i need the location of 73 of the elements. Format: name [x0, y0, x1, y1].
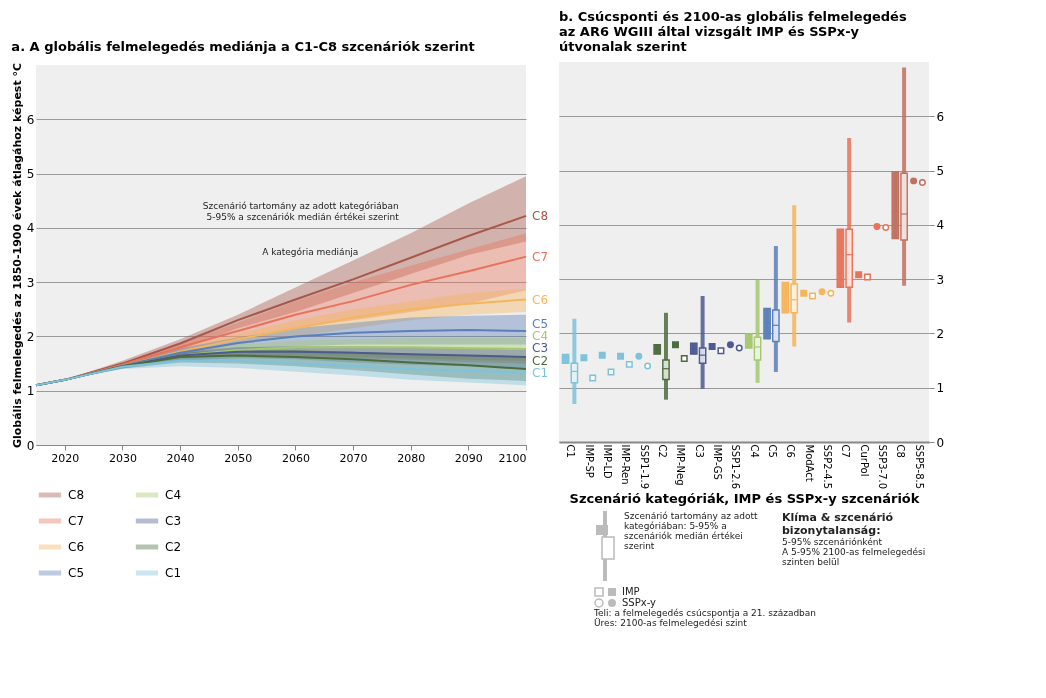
- legend-label: C2: [165, 540, 182, 554]
- legend-label: C1: [165, 566, 182, 580]
- y-axis-title: Globális felmelegedés az 1850-1900 évek átlagához képest °C: [10, 62, 24, 449]
- y2-tick-label: 3: [936, 272, 945, 287]
- y-tick-label: 1: [26, 384, 35, 399]
- text: 5-95% szcenáriónként: [782, 537, 884, 547]
- text: A 5-95% 2100-as felmelegedési szinten belül: [782, 547, 927, 567]
- x-tick-label: C8: [895, 444, 907, 458]
- legend-label: C8: [68, 488, 85, 502]
- x-tick-label: C6: [785, 444, 797, 458]
- x-tick-label: SSP1-1.9: [638, 444, 650, 490]
- x-tick-label: SSP1-2.6: [730, 444, 742, 490]
- x-tick-label: ModAct: [803, 444, 815, 482]
- x-tick-label: C3: [693, 444, 705, 458]
- annotation: A kategória mediánja: [262, 247, 359, 258]
- text: C3: [532, 341, 549, 356]
- text: SSPx-y: [622, 597, 656, 608]
- y-tick-label: 5: [26, 167, 35, 182]
- y2-tick-label: 5: [936, 164, 945, 179]
- text: Teli: a felmelegedés csúcspontja a 21. században: [594, 608, 818, 618]
- x-tick-label: IMP-Neg: [675, 444, 687, 486]
- x-tick-label: SSP5-8.5: [913, 444, 925, 490]
- text: C7: [532, 249, 549, 264]
- x-tick-label: 2040: [166, 451, 195, 465]
- x-tick-label: SSP2-4.5: [821, 444, 833, 490]
- y-tick-label: 6: [26, 112, 35, 127]
- x-tick-label: 2090: [454, 451, 483, 465]
- chart-title: b. Csúcsponti és 2100-as globális felmelegedés az AR6 WGIII által vizsgált IMP és SSPx-y útvonalak szerint: [559, 9, 907, 54]
- x-tick-label: IMP-LD: [602, 444, 614, 480]
- y-tick-label: 2: [26, 329, 35, 344]
- legend-label: C5: [68, 566, 85, 580]
- y-tick-label: 4: [26, 221, 35, 236]
- text: C8: [532, 208, 549, 223]
- x-tick-label: C1: [565, 444, 577, 458]
- x-tick-label: 2100: [498, 451, 527, 465]
- text: IMP: [622, 586, 640, 597]
- x-tick-label: IMP-Ren: [620, 444, 632, 485]
- text: Klíma & szcenárió bizonytalanság:: [782, 511, 895, 537]
- legend-label: C6: [68, 540, 85, 554]
- y-tick-label: 0: [26, 438, 35, 453]
- x-tick-label: IMP-GS: [712, 444, 724, 480]
- x-axis-title: Szcenárió kategóriák, IMP és SSPx-y szcenáriók: [569, 491, 920, 507]
- x-tick-label: CurPol: [858, 444, 870, 477]
- x-tick-label: C5: [766, 444, 778, 458]
- legend-label: C4: [165, 488, 182, 502]
- text: Üres: 2100-as felmelegedési szint: [594, 618, 748, 628]
- x-tick-label: 2070: [339, 451, 368, 465]
- text: C1: [532, 365, 549, 380]
- text: C5: [532, 317, 549, 332]
- x-tick-label: 2060: [281, 451, 310, 465]
- x-tick-label: SSP3-7.0: [876, 444, 888, 490]
- y2-tick-label: 2: [936, 326, 945, 341]
- text: C6: [532, 292, 549, 307]
- chart-title: a. A globális felmelegedés mediánja a C1-C8 szcenáriók szerint: [11, 39, 475, 55]
- legend-label: C3: [165, 514, 182, 528]
- y2-tick-label: 0: [936, 435, 945, 450]
- x-tick-label: C2: [657, 444, 669, 458]
- text: Szcenárió tartomány az adott kategóriában: 5-95% a szcenáriók medián értékei szerint: [624, 511, 759, 551]
- y2-tick-label: 4: [936, 218, 945, 233]
- x-tick-label: C4: [748, 444, 760, 458]
- x-tick-label: C7: [840, 444, 852, 458]
- x-tick-label: 2020: [51, 451, 80, 465]
- y2-tick-label: 6: [936, 109, 945, 124]
- x-tick-label: 2080: [397, 451, 426, 465]
- x-tick-label: IMP-SP: [583, 444, 595, 478]
- legend-label: C7: [68, 514, 85, 528]
- x-tick-label: 2050: [224, 451, 253, 465]
- x-tick-label: 2030: [108, 451, 137, 465]
- text: C2: [532, 353, 549, 368]
- text: C4: [532, 329, 549, 344]
- annotation: Szcenárió tartomány az adott kategóriában 5-95% a szcenáriók medián értékei szerint: [202, 201, 400, 223]
- y2-tick-label: 1: [936, 381, 945, 396]
- y-tick-label: 3: [26, 275, 35, 290]
